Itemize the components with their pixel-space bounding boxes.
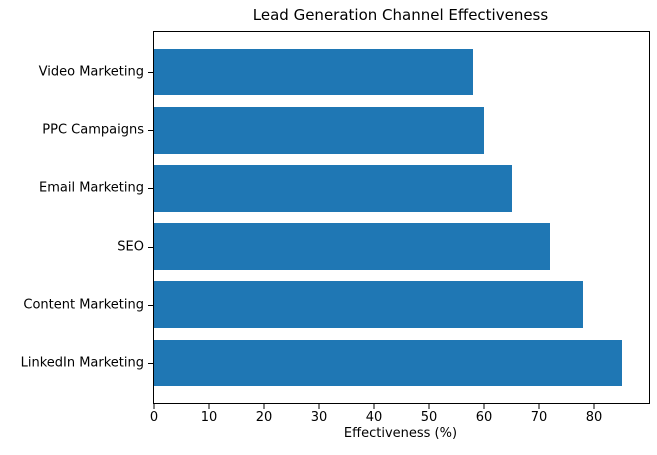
y-tick-mark xyxy=(148,72,153,73)
plot-area: Video Marketing PPC Campaigns Email Market… xyxy=(21,31,650,425)
chart-title: Lead Generation Channel Effectiveness xyxy=(252,6,549,24)
y-tick-mark xyxy=(148,188,153,189)
x-tick-label: 30 xyxy=(310,410,328,425)
y-tick-label: Content Marketing xyxy=(23,297,144,313)
x-tick-label: 0 xyxy=(149,410,159,425)
x-tick-mark xyxy=(318,404,320,409)
y-tick-label: Email Marketing xyxy=(39,180,144,196)
x-tick-label: 20 xyxy=(255,410,273,425)
bar-email-marketing xyxy=(154,165,512,212)
bar-content-marketing xyxy=(154,281,583,328)
x-tick-mark xyxy=(263,404,265,409)
x-tick-mark xyxy=(208,404,210,409)
y-tick-mark xyxy=(148,305,153,306)
x-tick-mark xyxy=(428,404,430,409)
x-tick-label: 50 xyxy=(420,410,438,425)
bar-linkedin-marketing xyxy=(154,339,622,387)
x-axis-label: Effectiveness (%) xyxy=(343,426,458,441)
y-tick-label: PPC Campaigns xyxy=(42,122,144,138)
y-tick-mark xyxy=(148,247,153,248)
y-tick-label: LinkedIn Marketing xyxy=(20,355,144,371)
y-tick-mark xyxy=(148,130,153,131)
x-tick-mark xyxy=(538,404,540,409)
bar-video-marketing xyxy=(154,48,473,96)
x-tick-mark xyxy=(593,404,595,409)
x-tick-mark xyxy=(483,404,485,409)
x-tick-label: 70 xyxy=(530,410,548,425)
y-tick-label: SEO xyxy=(117,239,144,255)
x-tick-label: 40 xyxy=(365,410,383,425)
x-tick-mark xyxy=(373,404,375,409)
y-tick-label: Video Marketing xyxy=(38,64,144,80)
y-tick-mark xyxy=(148,363,153,364)
x-tick-label: 10 xyxy=(200,410,218,425)
bar-ppc-campaigns xyxy=(154,107,484,154)
x-tick-label: 60 xyxy=(475,410,493,425)
x-tick-label: 80 xyxy=(585,410,603,425)
bar-seo xyxy=(154,223,550,270)
x-tick-mark xyxy=(153,404,155,409)
